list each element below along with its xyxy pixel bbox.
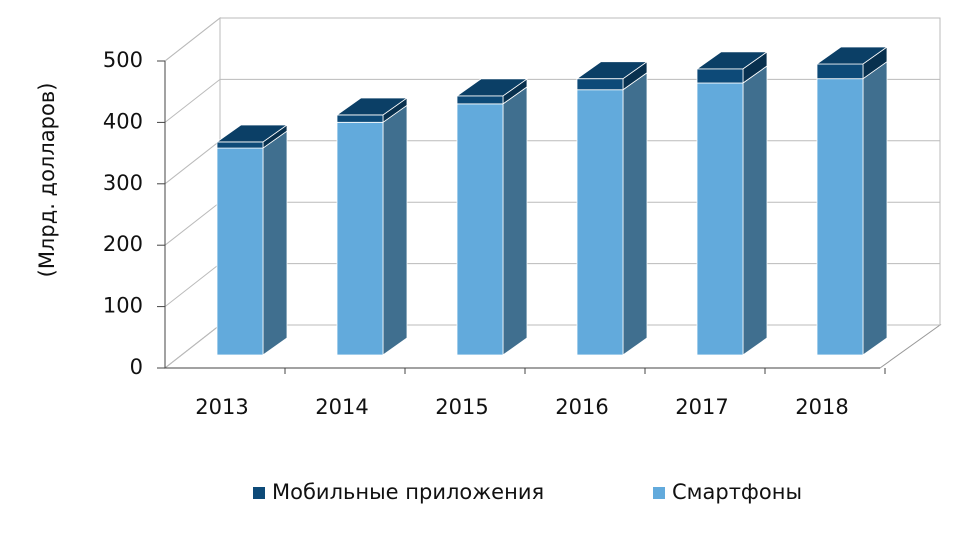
x-tick-label: 2016 <box>555 395 608 419</box>
bar <box>456 95 504 105</box>
bar-top <box>695 51 769 70</box>
y-tick-label: 0 <box>130 355 143 379</box>
bar-top <box>575 61 649 80</box>
legend-label: Мобильные приложения <box>272 480 544 504</box>
x-tick-label: 2017 <box>675 395 728 419</box>
bar <box>816 63 864 80</box>
bar <box>456 103 504 356</box>
y-tick-label: 300 <box>103 171 143 195</box>
bar <box>216 141 264 149</box>
x-tick-label: 2018 <box>795 395 848 419</box>
bar-top <box>815 46 889 65</box>
y-tick-label: 200 <box>103 232 143 256</box>
bar-top <box>335 97 409 116</box>
bar-side <box>262 130 288 356</box>
bar-side <box>742 65 768 356</box>
bar <box>576 78 624 91</box>
bar-top <box>455 78 529 97</box>
grid-line <box>164 17 940 62</box>
bar <box>336 121 384 356</box>
bar <box>336 114 384 123</box>
bar-side <box>862 60 888 356</box>
side-wall <box>164 16 221 370</box>
bar-side <box>622 71 648 356</box>
bar <box>696 82 744 356</box>
x-tick-label: 2014 <box>315 395 368 419</box>
bar <box>216 147 264 356</box>
y-tick-label: 400 <box>103 109 143 133</box>
legend-label: Смартфоны <box>672 480 802 504</box>
legend-swatch <box>653 487 665 499</box>
bar <box>816 78 864 356</box>
bar-side <box>382 104 408 356</box>
bar-side <box>502 86 528 356</box>
legend-swatch <box>253 487 265 499</box>
y-axis-label: (Млрд. долларов) <box>35 83 59 278</box>
bar <box>576 89 624 356</box>
y-tick-label: 100 <box>103 294 143 318</box>
x-tick-label: 2015 <box>435 395 488 419</box>
bar <box>696 68 744 84</box>
x-tick-label: 2013 <box>195 395 248 419</box>
bar-top <box>215 124 289 143</box>
y-tick-label: 500 <box>103 48 143 72</box>
